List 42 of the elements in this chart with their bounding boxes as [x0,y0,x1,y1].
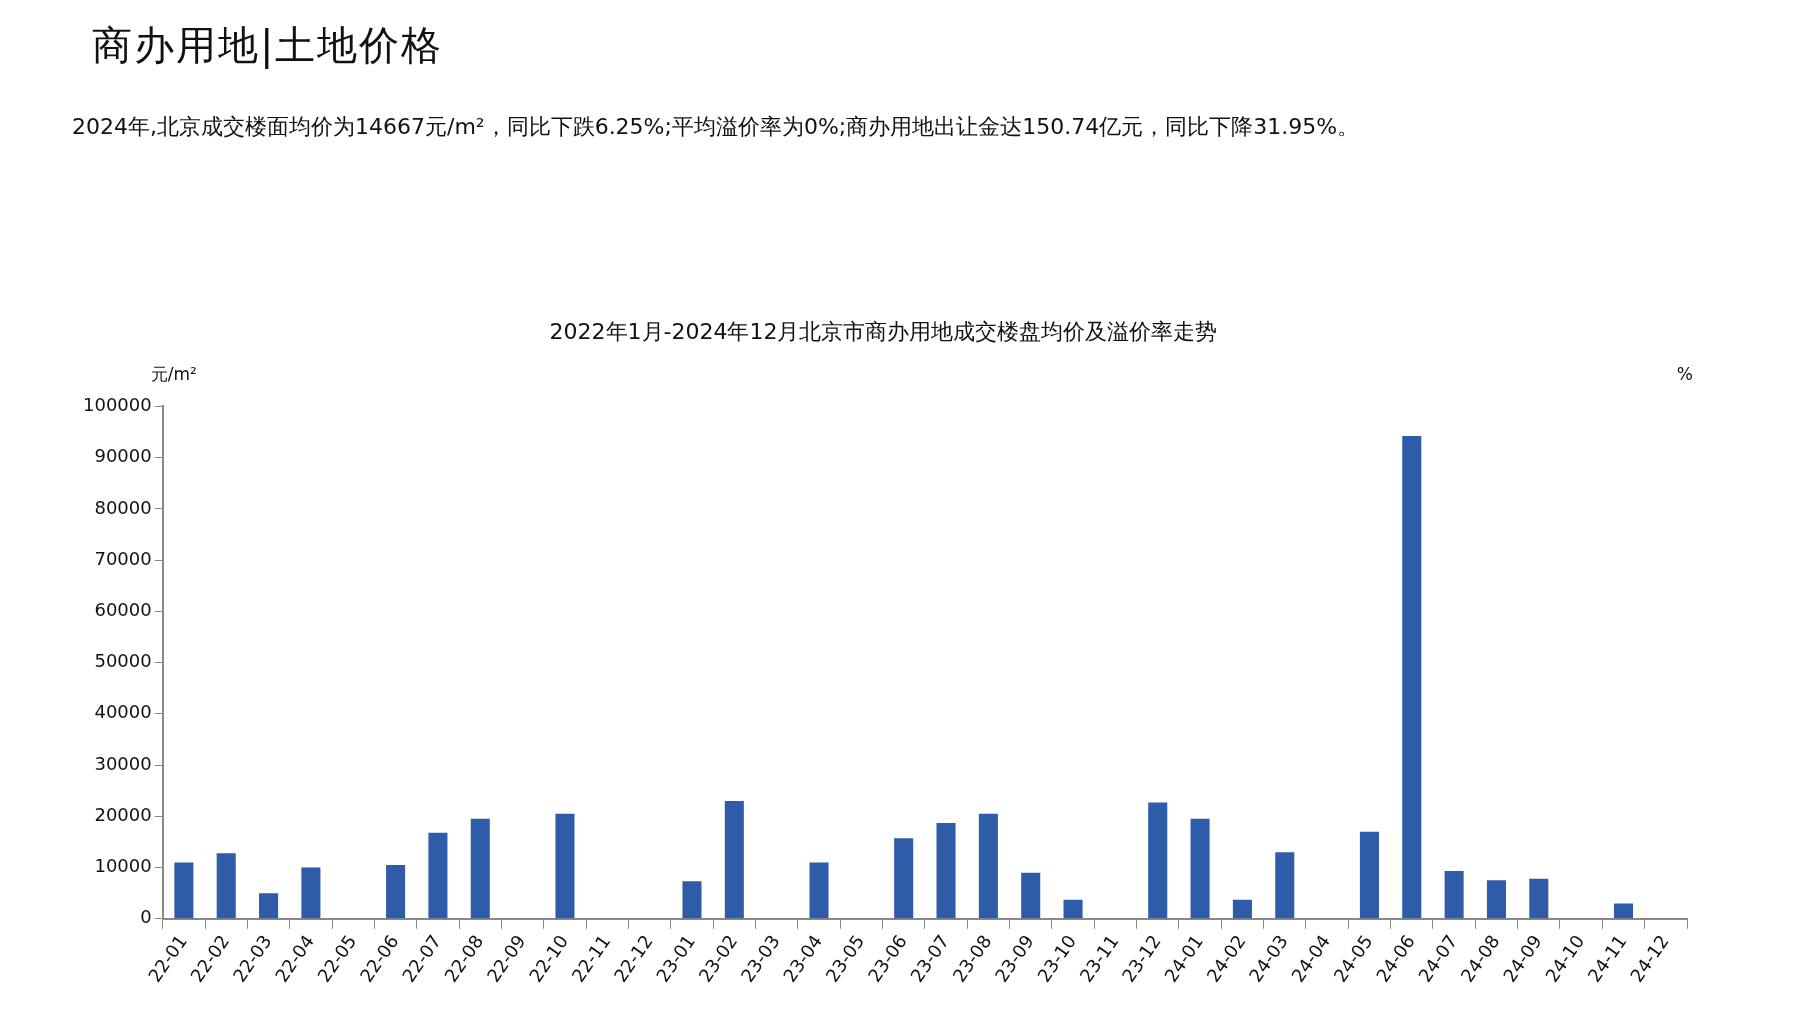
bar [682,881,702,919]
bar [1359,831,1379,919]
y-tick-label: 40000 [94,701,152,723]
bar [301,867,321,919]
bar [386,864,406,919]
text: 商办用地|土地价格 [92,21,444,71]
bar [724,800,744,919]
y-tick-label: 70000 [94,547,152,569]
y-tick-label: 0 [140,906,152,928]
bar [894,838,914,919]
y-tick-label: 30000 [94,752,152,774]
bar [1148,802,1168,919]
bar [1529,878,1549,919]
bar [1190,818,1210,919]
bar [1063,899,1083,919]
bar [555,813,575,919]
bar [978,813,998,919]
y2-axis-title: % [1676,364,1693,385]
chart-title: 2022年1月-2024年12月北京市商办用地成交楼盘均价及溢价率走势 [549,318,1218,344]
bar [1613,903,1634,919]
y-tick-label: 100000 [82,394,152,416]
bar [936,822,956,919]
bar [174,862,194,919]
y-tick-label: 90000 [94,445,152,467]
y-tick-label: 10000 [94,855,152,877]
bar [1232,899,1252,919]
bar [1486,880,1506,919]
text: 2024年,北京成交楼面均价为14667元/m²，同比下跌6.25%;平均溢价率为0%;商办用地出让金达150.74亿元，同比下降31.95%。 [72,113,1360,141]
bar [1275,852,1295,919]
y-tick-label: 50000 [94,650,152,672]
bar [1021,872,1041,919]
bar [809,862,829,919]
y-tick-label: 20000 [94,803,152,825]
y-tick-label: 80000 [94,496,152,518]
bar [428,832,448,919]
bar [216,853,236,919]
bar [1444,871,1464,919]
y-axis-title: 元/m² [150,364,197,385]
bar [470,818,490,919]
bar [1402,436,1422,919]
bar [259,893,279,919]
y-tick-label: 60000 [94,599,152,621]
